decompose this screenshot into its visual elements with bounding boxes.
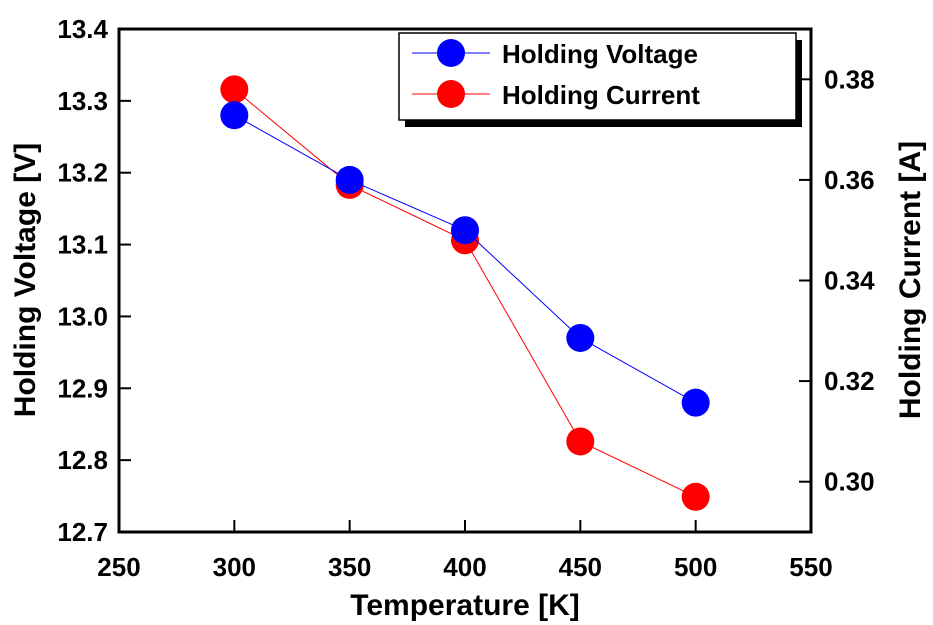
data-point-voltage bbox=[335, 165, 364, 194]
x-tick-label: 250 bbox=[97, 552, 140, 582]
x-tick-label: 400 bbox=[443, 552, 486, 582]
y-left-tick-label: 12.9 bbox=[57, 373, 108, 403]
data-point-voltage bbox=[681, 388, 710, 417]
series-line-voltage bbox=[234, 114, 696, 404]
y-right-tick-label: 0.32 bbox=[824, 366, 875, 396]
y-right-tick-label: 0.34 bbox=[824, 266, 875, 296]
y-right-tick-label: 0.36 bbox=[824, 165, 875, 195]
legend-box bbox=[398, 32, 797, 121]
y-left-tick-label: 13.0 bbox=[57, 301, 108, 331]
data-point-current bbox=[566, 427, 595, 456]
y-left-tick-label: 13.1 bbox=[57, 230, 108, 260]
series-layer bbox=[220, 75, 710, 511]
ticks-layer: 250 300 350 400 450 500 550 12.7 12.8 12.9 13.0 13.… bbox=[57, 14, 875, 582]
legend-label-current: Holding Current bbox=[502, 80, 700, 110]
y-left-tick-label: 12.8 bbox=[57, 445, 108, 475]
series-line-current bbox=[234, 88, 696, 498]
x-tick-label: 500 bbox=[674, 552, 717, 582]
y-left-axis-title: Holding Voltage [V] bbox=[9, 143, 42, 417]
legend-label-voltage: Holding Voltage bbox=[502, 39, 698, 69]
x-tick-label: 450 bbox=[559, 552, 602, 582]
x-tick-label: 350 bbox=[328, 552, 371, 582]
y-right-tick-label: 0.38 bbox=[824, 64, 875, 94]
y-left-tick-label: 13.2 bbox=[57, 158, 108, 188]
data-point-current bbox=[220, 75, 249, 104]
legend: Holding Voltage Holding Current bbox=[398, 32, 802, 127]
y-left-tick-label: 13.3 bbox=[57, 86, 108, 116]
x-tick-label: 300 bbox=[213, 552, 256, 582]
y-left-tick-label: 13.4 bbox=[57, 14, 108, 44]
x-axis-title: Temperature [K] bbox=[350, 589, 579, 622]
data-point-voltage bbox=[566, 323, 595, 352]
x-tick-label: 550 bbox=[789, 552, 832, 582]
legend-marker-current bbox=[437, 80, 465, 108]
data-point-current bbox=[681, 482, 710, 511]
legend-marker-voltage bbox=[437, 39, 465, 67]
y-right-axis-title: Holding Current [A] bbox=[894, 141, 927, 419]
y-left-tick-label: 12.7 bbox=[57, 517, 108, 547]
y-right-tick-label: 0.30 bbox=[824, 467, 875, 497]
data-point-voltage bbox=[451, 216, 479, 245]
data-point-voltage bbox=[220, 101, 249, 130]
